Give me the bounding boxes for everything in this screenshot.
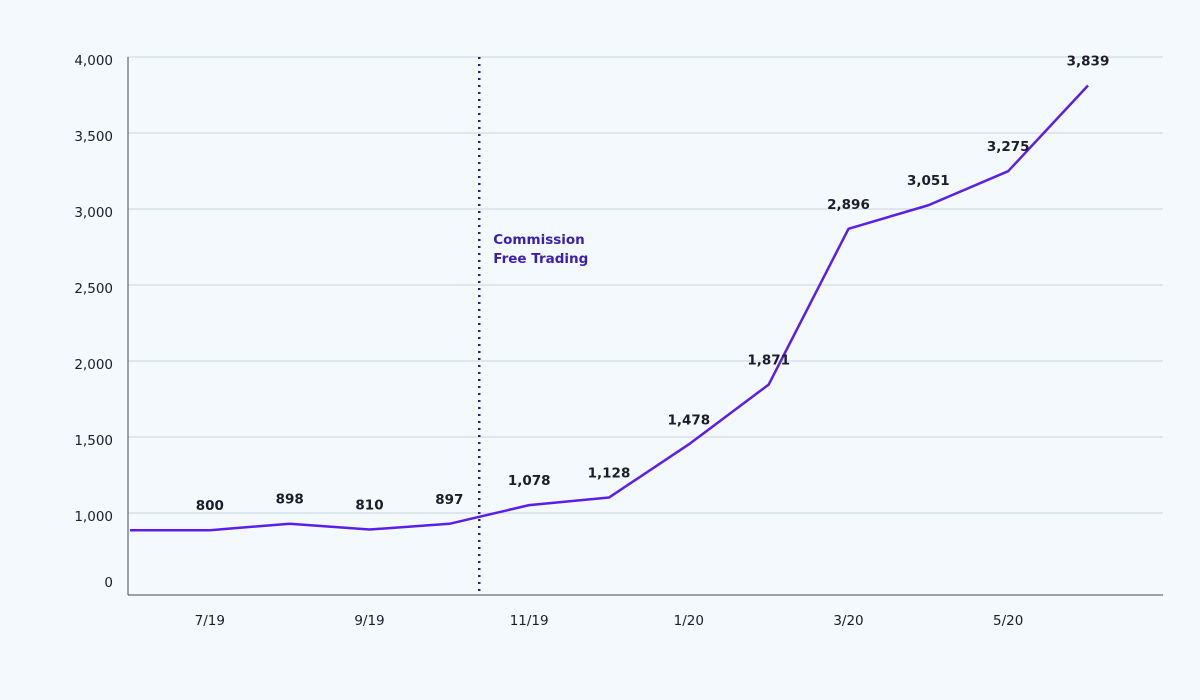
data-label: 897 [435,492,463,508]
data-line [130,84,1089,532]
data-label: 1,078 [508,473,551,489]
x-tick-label: 11/19 [510,613,549,629]
x-tick-label: 3/20 [833,613,863,629]
y-tick-label: 3,500 [74,129,113,145]
data-label: 2,896 [827,197,870,213]
data-label: 1,871 [747,353,790,369]
y-tick-label: 3,000 [74,205,113,221]
y-tick-label: 0 [104,575,113,591]
x-tick-label: 9/19 [354,613,384,629]
y-tick-label: 4,000 [74,53,113,69]
data-label: 3,275 [987,139,1030,155]
y-tick-label: 2,500 [74,281,113,297]
data-label: 3,051 [907,173,950,189]
x-tick-label: 7/19 [195,613,225,629]
data-label: 810 [355,498,383,514]
x-tick-label: 1/20 [674,613,704,629]
y-tick-label: 1,000 [74,509,113,525]
annotation: Commission [493,232,585,248]
data-label: 800 [196,498,224,514]
y-tick-label: 2,000 [74,357,113,373]
data-label: 898 [276,492,304,508]
data-label: 1,478 [667,412,710,428]
annotation: Free Trading [493,251,588,267]
x-tick-label: 5/20 [993,613,1023,629]
data-label: 3,839 [1067,53,1110,69]
y-tick-label: 1,500 [74,433,113,449]
data-label: 1,128 [588,466,631,482]
